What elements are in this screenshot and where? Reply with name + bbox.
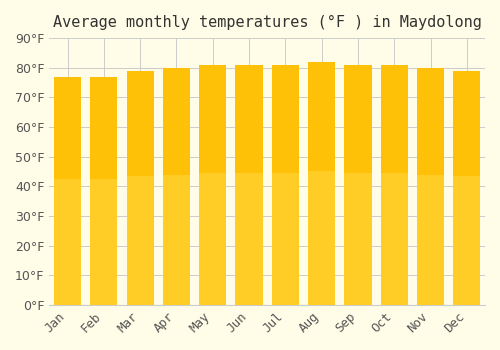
Bar xyxy=(236,173,262,305)
Bar xyxy=(126,71,154,305)
Bar xyxy=(453,176,480,305)
Bar xyxy=(163,175,190,305)
Bar xyxy=(417,175,444,305)
Bar xyxy=(199,173,226,305)
Bar xyxy=(163,68,190,305)
Bar xyxy=(308,62,335,305)
Bar xyxy=(236,65,262,305)
Bar xyxy=(272,65,299,305)
Bar xyxy=(90,77,118,305)
Bar xyxy=(417,68,444,305)
Bar xyxy=(199,65,226,305)
Bar xyxy=(272,173,299,305)
Bar xyxy=(380,65,408,305)
Bar xyxy=(308,171,335,305)
Bar xyxy=(54,77,81,305)
Bar xyxy=(453,71,480,305)
Bar xyxy=(126,176,154,305)
Bar xyxy=(380,173,408,305)
Title: Average monthly temperatures (°F ) in Maydolong: Average monthly temperatures (°F ) in Ma… xyxy=(52,15,482,30)
Bar xyxy=(344,65,372,305)
Bar xyxy=(344,173,372,305)
Bar xyxy=(54,180,81,305)
Bar xyxy=(90,180,118,305)
